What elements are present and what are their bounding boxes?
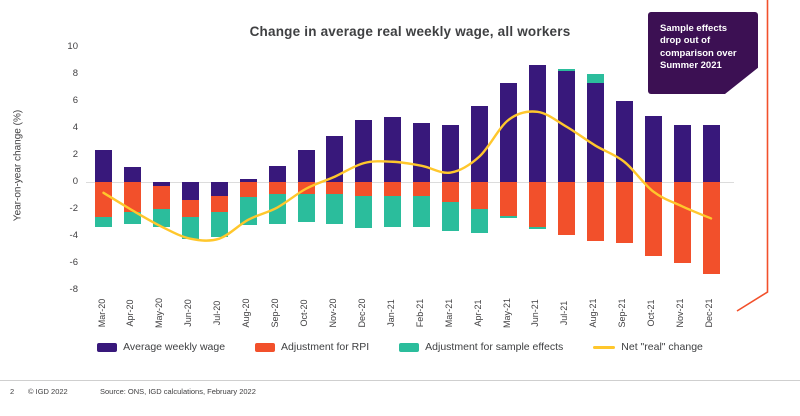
bar-segment	[644, 115, 662, 182]
bar-segment	[152, 182, 170, 187]
bar-segment	[644, 182, 662, 257]
bar-segment	[528, 182, 546, 227]
bar-segment	[557, 182, 575, 235]
legend-item: Adjustment for sample effects	[399, 341, 563, 353]
bar-segment	[326, 136, 344, 182]
bar-segment	[210, 211, 228, 238]
bar-segment	[239, 182, 257, 197]
bar-segment	[500, 83, 518, 182]
bar-segment	[500, 215, 518, 219]
legend-item: Net "real" change	[593, 341, 703, 353]
bar-segment	[442, 125, 460, 182]
bar-segment	[181, 199, 199, 218]
bar-segment	[413, 195, 431, 227]
bar-segment	[95, 182, 112, 218]
y-axis-title: Year-on-year change (%)	[12, 109, 24, 222]
bar-segment	[95, 217, 112, 227]
bar-segment	[95, 149, 112, 182]
bar-segment	[297, 194, 315, 223]
bar-segment	[181, 217, 199, 239]
legend-label: Average weekly wage	[123, 341, 226, 353]
bar-segment	[702, 182, 720, 274]
bar-segment	[673, 125, 691, 182]
bar-segment	[152, 209, 170, 227]
copyright-text: © IGD 2022	[28, 387, 68, 396]
bar-segment	[471, 209, 489, 234]
bar-segment	[123, 211, 141, 224]
bar-segment	[384, 195, 402, 227]
footer-divider	[0, 380, 800, 381]
bar-segment	[557, 68, 575, 72]
bar-segment	[268, 165, 286, 182]
chart-title: Change in average real weekly wage, all …	[249, 24, 571, 39]
bar-segment	[702, 125, 720, 182]
bar-segment	[413, 182, 431, 196]
bar-segment	[326, 182, 344, 195]
legend-color-swatch	[399, 342, 420, 352]
bar-segment	[268, 182, 286, 195]
bar-segment	[586, 74, 604, 84]
source-text: Source: ONS, IGD calculations, February …	[100, 387, 256, 396]
bar-segment	[355, 119, 373, 182]
legend-item: Adjustment for RPI	[255, 341, 369, 353]
annotation-callout: Sample effects drop out of comparison ov…	[648, 12, 758, 94]
bar-segment	[355, 195, 373, 228]
bar-segment	[152, 186, 170, 209]
legend-line-swatch	[593, 345, 616, 349]
bar-segment	[586, 83, 604, 182]
bar-segment	[210, 195, 228, 212]
bar-segment	[673, 182, 691, 263]
bar-segment	[239, 179, 257, 182]
y-axis-tick-label: 8	[72, 68, 78, 79]
bar-segment	[615, 182, 633, 243]
bar-segment	[471, 182, 489, 209]
y-axis-tick-label: -6	[69, 257, 78, 268]
zero-gridline	[86, 182, 734, 183]
legend-label: Adjustment for sample effects	[425, 341, 564, 353]
bar-segment	[384, 117, 402, 182]
y-axis-tick-label: 6	[72, 95, 78, 106]
slide-number: 2	[10, 387, 15, 396]
bar-segment	[442, 182, 460, 203]
y-axis-tick-label: 0	[72, 176, 78, 187]
bar-segment	[384, 182, 402, 196]
bar-segment	[615, 101, 633, 182]
bar-segment	[297, 149, 315, 182]
bar-segment	[500, 182, 518, 216]
bar-segment	[123, 167, 141, 182]
bar-segment	[471, 106, 489, 182]
y-axis-tick-label: -8	[69, 284, 78, 295]
y-axis-tick-label: 4	[72, 122, 78, 133]
bar-segment	[442, 202, 460, 231]
bar-segment	[355, 182, 373, 196]
legend-color-swatch	[255, 342, 276, 352]
y-axis-tick-label: -2	[69, 203, 78, 214]
bar-segment	[528, 64, 546, 182]
legend: Average weekly wage Adjustment for RPI Adj…	[60, 341, 740, 353]
bar-segment	[210, 182, 228, 196]
bar-segment	[586, 182, 604, 242]
plot-area: 10 8 6 4 2 0 -2 -4 -6 -8 Mar-20 Apr-20 May-20 Jun-20 J…	[67, 40, 734, 328]
bar-segment	[528, 226, 546, 230]
legend-label: Adjustment for RPI	[281, 341, 370, 353]
y-axis-tick-label: -4	[69, 230, 78, 241]
legend-color-swatch	[97, 342, 118, 352]
y-axis-tick-label: 2	[72, 149, 78, 160]
legend-item: Average weekly wage	[97, 341, 225, 353]
bar-segment	[181, 182, 199, 200]
net-change-line	[102, 110, 713, 242]
legend-label: Net "real" change	[621, 341, 703, 353]
bar-segment	[326, 194, 344, 224]
y-axis-tick-label: 10	[67, 41, 78, 52]
bar-segment	[123, 182, 141, 212]
